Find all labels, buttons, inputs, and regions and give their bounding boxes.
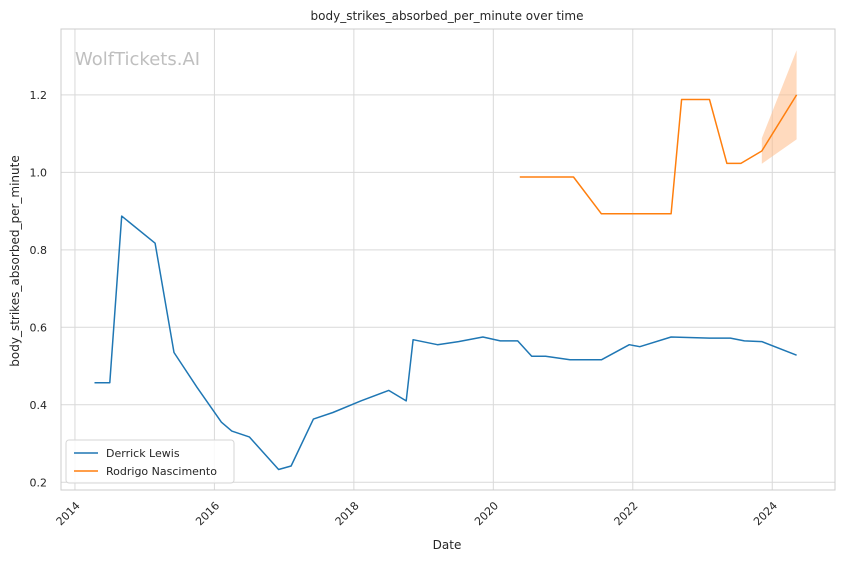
plot-frame <box>60 28 836 491</box>
watermark-text: WolfTickets.AI <box>75 49 200 70</box>
y-tick-label: 1.2 <box>30 89 48 102</box>
chart-title: body_strikes_absorbed_per_minute over ti… <box>311 9 584 23</box>
series-line-0 <box>94 215 797 471</box>
y-tick-label: 0.6 <box>30 321 48 334</box>
y-tick-label: 0.2 <box>30 476 48 489</box>
x-axis-title: Date <box>433 538 462 552</box>
grid-lines <box>61 29 835 490</box>
legend-box <box>65 439 235 484</box>
y-tick-label: 1.0 <box>30 166 48 179</box>
legend-label-derrick-lewis: Derrick Lewis <box>106 447 180 460</box>
legend: Derrick Lewis Rodrigo Nascimento <box>65 439 235 484</box>
series-line-1 <box>519 94 798 215</box>
y-tick-label: 0.4 <box>30 399 48 412</box>
y-axis-title: body_strikes_absorbed_per_minute <box>8 155 22 366</box>
confidence-band-series-1 <box>761 50 797 164</box>
legend-label-rodrigo-nascimento: Rodrigo Nascimento <box>106 465 217 478</box>
confidence-bands <box>761 50 797 164</box>
series-lines <box>94 94 798 471</box>
y-axis-ticks: 0.2 0.4 0.6 0.8 1.0 1.2 <box>30 89 48 489</box>
y-tick-label: 0.8 <box>30 244 48 257</box>
